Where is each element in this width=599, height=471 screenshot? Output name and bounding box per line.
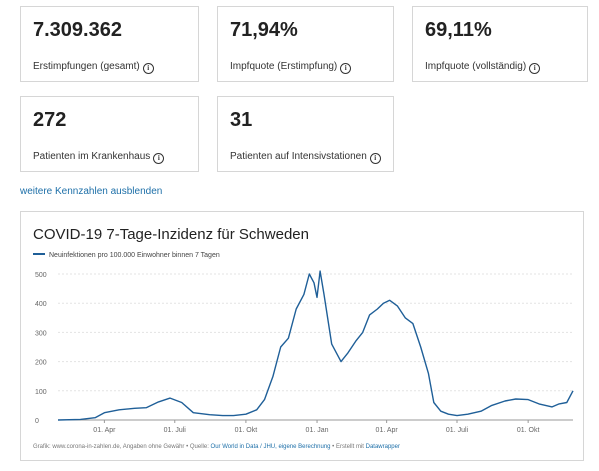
info-icon[interactable]: i <box>340 63 352 74</box>
stat-label: Impfquote (Erstimpfung) i <box>230 61 352 74</box>
stat-value: 7.309.362 <box>33 19 122 41</box>
x-tick-label: 01. Okt <box>235 427 258 434</box>
footer-made-with: • Erstellt mit <box>332 444 364 450</box>
legend-swatch <box>33 253 45 255</box>
stat-card-full-vaccination-rate: 69,11% Impfquote (vollständig) i <box>412 6 588 82</box>
legend-label: Neuinfektionen pro 100.000 Einwohner bin… <box>49 252 220 259</box>
hide-more-metrics-link[interactable]: weitere Kennzahlen ausblenden <box>20 186 163 197</box>
stat-value: 272 <box>33 109 67 131</box>
stat-label: Impfquote (vollständig) i <box>425 61 541 74</box>
stat-value: 31 <box>230 109 253 131</box>
footer-tool-link[interactable]: Datawrapper <box>365 444 400 450</box>
series-line <box>57 270 574 421</box>
footer-source-link[interactable]: Our World in Data / JHU, eigene Berechnu… <box>210 444 331 450</box>
stat-card-hospital-patients: 272 Patienten im Krankenhaus i <box>20 96 199 172</box>
info-icon[interactable]: i <box>153 153 165 164</box>
info-icon[interactable]: i <box>142 63 154 74</box>
y-tick-label: 500 <box>35 272 47 279</box>
chart-footer: Grafik: www.corona-in-zahlen.de, Angaben… <box>33 444 400 450</box>
x-tick-label: 01. Juli <box>446 427 469 434</box>
stat-label: Patienten im Krankenhaus i <box>33 151 165 164</box>
y-tick-label: 200 <box>35 360 47 367</box>
y-tick-label: 0 <box>35 418 39 425</box>
stat-label: Erstimpfungen (gesamt) i <box>33 61 154 74</box>
y-tick-label: 100 <box>35 389 47 396</box>
chart-legend: Neuinfektionen pro 100.000 Einwohner bin… <box>33 252 220 259</box>
x-tick-label: 01. Jan <box>306 427 329 434</box>
stat-card-first-doses: 7.309.362 Erstimpfungen (gesamt) i <box>20 6 199 82</box>
info-icon[interactable]: i <box>529 63 541 74</box>
chart-title: COVID-19 7-Tage-Inzidenz für Schweden <box>33 226 309 243</box>
incidence-chart: COVID-19 7-Tage-Inzidenz für Schweden Ne… <box>20 211 584 461</box>
footer-credit: Grafik: www.corona-in-zahlen.de, Angaben… <box>33 444 209 450</box>
y-tick-label: 400 <box>35 301 47 308</box>
stat-label: Patienten auf Intensivstationen i <box>230 151 381 164</box>
x-tick-label: 01. Okt <box>517 427 540 434</box>
y-tick-label: 300 <box>35 330 47 337</box>
stat-value: 71,94% <box>230 19 298 41</box>
info-icon[interactable]: i <box>369 153 381 164</box>
stat-card-icu-patients: 31 Patienten auf Intensivstationen i <box>217 96 394 172</box>
stat-value: 69,11% <box>425 19 492 41</box>
chart-plot: 0 100 200 300 400 500 01. Apr 01. Juli 01. Okt 01… <box>35 270 574 434</box>
x-tick-label: 01. Apr <box>93 427 116 434</box>
x-tick-label: 01. Juli <box>164 427 187 434</box>
stat-card-first-dose-rate: 71,94% Impfquote (Erstimpfung) i <box>217 6 394 82</box>
x-tick-label: 01. Apr <box>376 427 399 434</box>
